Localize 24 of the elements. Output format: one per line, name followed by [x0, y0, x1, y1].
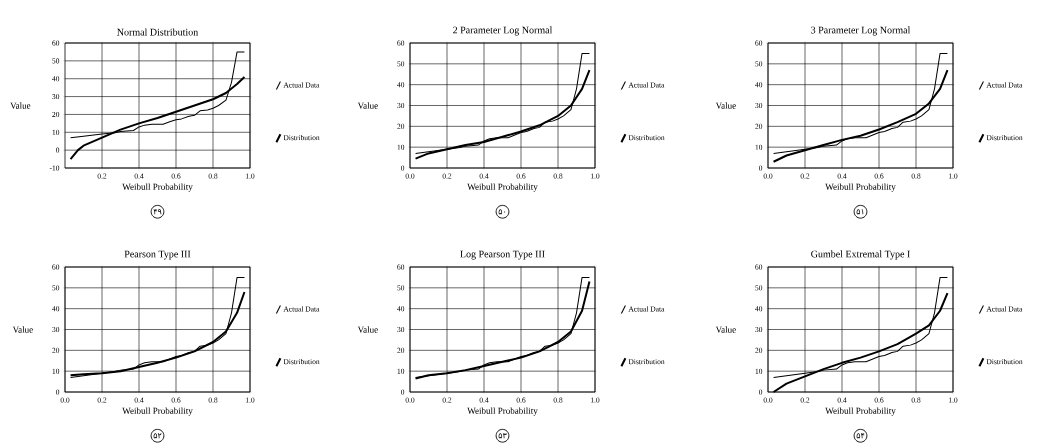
y-axis-title: Value	[12, 326, 33, 333]
x-axis-title: Weibull Probability	[467, 407, 538, 416]
x-axis-title: Weibull Probability	[825, 407, 896, 416]
y-axis-title: Value	[357, 326, 378, 333]
x-axis-title: Weibull Probability	[467, 183, 538, 192]
x-axis-title: Weibull Probability	[825, 183, 896, 192]
chart-title: Pearson Type III	[124, 250, 191, 260]
text: ۴۹	[153, 209, 162, 215]
y-axis-title: Value	[10, 102, 31, 109]
chart-title: Log Pearson Type III	[460, 250, 545, 260]
chart-title: Normal Distribution	[117, 28, 199, 36]
chart-title: 3 Parameter Log Normal	[811, 26, 911, 36]
chart-title: 2 Parameter Log Normal	[453, 26, 553, 36]
y-axis-title: Value	[715, 326, 736, 333]
text: ۵۴	[856, 433, 865, 439]
x-axis-title: Weibull Probability	[122, 407, 193, 416]
text: ۵۲	[153, 433, 162, 439]
text: ۵۱	[856, 209, 864, 215]
chart-title: Gumbel Extremal Type I	[811, 250, 910, 260]
y-axis-title: Value	[715, 102, 736, 109]
y-axis-title: Value	[357, 102, 378, 109]
x-axis-title: Weibull Probability	[122, 183, 193, 192]
text: ۵۰	[498, 209, 506, 215]
text: ۵۳	[498, 433, 507, 439]
